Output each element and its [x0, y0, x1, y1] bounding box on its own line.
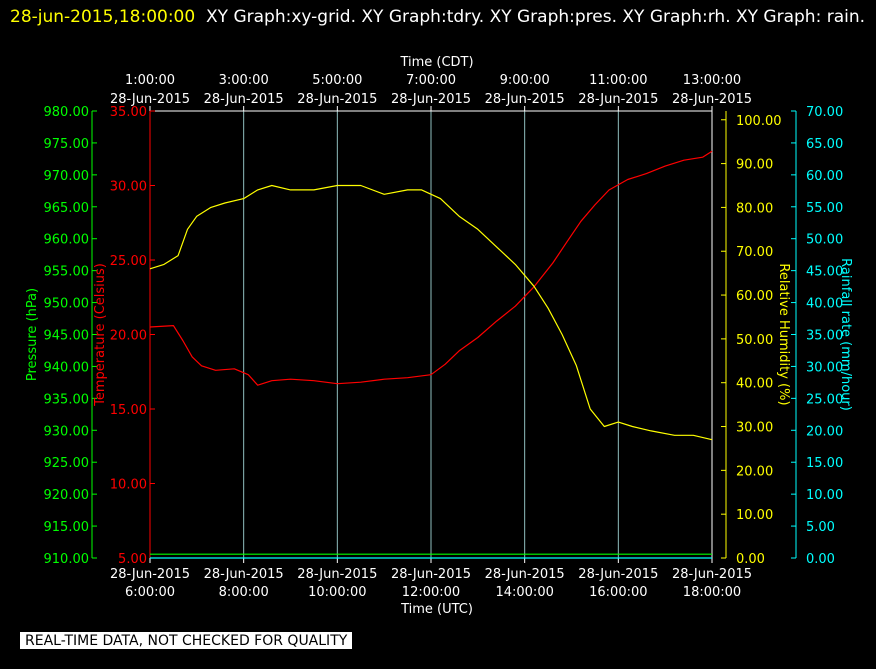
- humidity-tick-label: 30.00: [736, 421, 773, 436]
- humidity-tick-label: 90.00: [736, 158, 773, 173]
- rain-tick-label: 15.00: [806, 456, 843, 471]
- pressure-tick-label: 975.00: [44, 137, 90, 152]
- rain-tick-label: 45.00: [806, 265, 843, 280]
- humidity-tick-label: 100.00: [736, 114, 782, 129]
- bottom-tick-date: 28-Jun-2015: [578, 567, 658, 582]
- pressure-tick-label: 945.00: [44, 329, 90, 344]
- humidity-tick-label: 60.00: [736, 289, 773, 304]
- rain-tick-label: 10.00: [806, 488, 843, 503]
- temperature-tick-label: 5.00: [118, 552, 147, 567]
- top-tick-time: 3:00:00: [219, 73, 269, 88]
- bottom-tick-time: 18:00:00: [683, 585, 741, 600]
- top-tick-time: 9:00:00: [500, 73, 550, 88]
- top-tick-date: 28-Jun-2015: [110, 92, 190, 107]
- temperature-tick-label: 25.00: [110, 254, 147, 269]
- top-tick-date: 28-Jun-2015: [391, 92, 471, 107]
- rain-tick-label: 35.00: [806, 329, 843, 344]
- temperature-tick-label: 30.00: [110, 180, 147, 195]
- rain-tick-label: 0.00: [806, 552, 835, 567]
- pressure-tick-label: 915.00: [44, 520, 90, 535]
- humidity-tick-label: 40.00: [736, 377, 773, 392]
- temperature-tick-label: 35.00: [110, 105, 147, 120]
- rain-tick-label: 55.00: [806, 201, 843, 216]
- axes-layer: 28-Jun-2015 6:00:00 28-Jun-2015 8:00:00 28-J…: [25, 55, 853, 617]
- pressure-tick-label: 950.00: [44, 297, 90, 312]
- pressure-tick-label: 920.00: [44, 488, 90, 503]
- bottom-tick-time: 12:00:00: [402, 585, 460, 600]
- temperature-series-line: [149, 150, 713, 386]
- top-tick-date: 28-Jun-2015: [485, 92, 565, 107]
- series-layer: [149, 150, 713, 559]
- rain-axis-label: Rainfall rate (mm/hour): [838, 258, 853, 411]
- rain-tick-label: 20.00: [806, 424, 843, 439]
- humidity-axis-label: Relative Humidity (%): [776, 263, 791, 405]
- top-tick-date: 28-Jun-2015: [578, 92, 658, 107]
- top-tick-date: 28-Jun-2015: [297, 92, 377, 107]
- header-graph-list: XY Graph:xy-grid. XY Graph:tdry. XY Grap…: [206, 7, 866, 27]
- pressure-tick-label: 910.00: [44, 552, 90, 567]
- bottom-tick-date: 28-Jun-2015: [297, 567, 377, 582]
- humidity-series-line: [149, 184, 713, 441]
- rain-tick-label: 50.00: [806, 233, 843, 248]
- pressure-tick-label: 925.00: [44, 456, 90, 471]
- pressure-tick-label: 935.00: [44, 392, 90, 407]
- bottom-tick-time: 14:00:00: [495, 585, 553, 600]
- top-tick-date: 28-Jun-2015: [204, 92, 284, 107]
- humidity-tick-label: 10.00: [736, 508, 773, 523]
- bottom-tick-time: 10:00:00: [308, 585, 366, 600]
- rain-tick-label: 65.00: [806, 137, 843, 152]
- top-tick-date: 28-Jun-2015: [672, 92, 752, 107]
- bottom-tick-time: 6:00:00: [125, 585, 175, 600]
- bottom-tick-date: 28-Jun-2015: [204, 567, 284, 582]
- humidity-tick-label: 50.00: [736, 333, 773, 348]
- bottom-tick-date: 28-Jun-2015: [391, 567, 471, 582]
- top-tick-time: 5:00:00: [312, 73, 362, 88]
- rain-tick-label: 30.00: [806, 360, 843, 375]
- rain-tick-label: 70.00: [806, 105, 843, 120]
- temperature-tick-label: 20.00: [110, 329, 147, 344]
- bottom-tick-date: 28-Jun-2015: [672, 567, 752, 582]
- rain-tick-label: 40.00: [806, 297, 843, 312]
- bottom-tick-date: 28-Jun-2015: [485, 567, 565, 582]
- pressure-tick-label: 930.00: [44, 424, 90, 439]
- header-title: 28-jun-2015,18:00:00 XY Graph:xy-grid. X…: [10, 2, 870, 32]
- humidity-tick-label: 20.00: [736, 464, 773, 479]
- temperature-tick-label: 10.00: [110, 478, 147, 493]
- pressure-tick-label: 955.00: [44, 265, 90, 280]
- pressure-tick-label: 965.00: [44, 201, 90, 216]
- rain-tick-label: 25.00: [806, 392, 843, 407]
- bottom-tick-date: 28-Jun-2015: [110, 567, 190, 582]
- rain-tick-label: 5.00: [806, 520, 835, 535]
- pressure-axis-label: Pressure (hPa): [25, 288, 40, 381]
- top-tick-time: 11:00:00: [589, 73, 647, 88]
- pressure-tick-label: 980.00: [44, 105, 90, 120]
- header-timestamp: 28-jun-2015,18:00:00: [10, 7, 196, 27]
- humidity-tick-label: 0.00: [736, 552, 765, 567]
- top-tick-time: 1:00:00: [125, 73, 175, 88]
- pressure-tick-label: 940.00: [44, 360, 90, 375]
- pressure-tick-label: 960.00: [44, 233, 90, 248]
- temperature-axis-label: Temperature (Celsius): [93, 263, 108, 407]
- bottom-axis-label: Time (UTC): [400, 602, 473, 617]
- pressure-tick-label: 970.00: [44, 169, 90, 184]
- top-axis-label: Time (CDT): [399, 55, 473, 70]
- humidity-tick-label: 70.00: [736, 245, 773, 260]
- humidity-tick-label: 80.00: [736, 201, 773, 216]
- bottom-tick-time: 8:00:00: [219, 585, 269, 600]
- bottom-tick-time: 16:00:00: [589, 585, 647, 600]
- quality-note: REAL-TIME DATA, NOT CHECKED FOR QUALITY: [20, 632, 353, 649]
- rain-tick-label: 60.00: [806, 169, 843, 184]
- top-tick-time: 7:00:00: [406, 73, 456, 88]
- top-tick-time: 13:00:00: [683, 73, 741, 88]
- temperature-tick-label: 15.00: [110, 403, 147, 418]
